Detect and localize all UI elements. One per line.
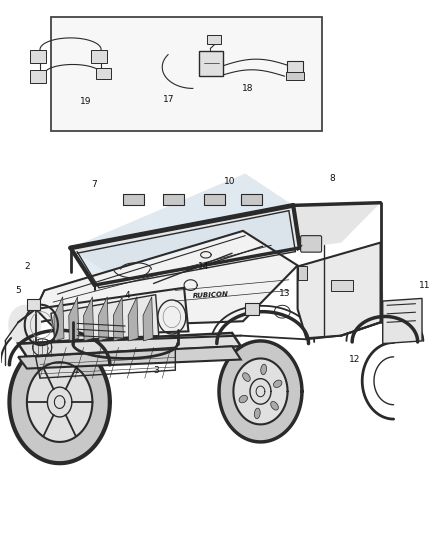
Polygon shape [143,297,153,341]
Text: 14: 14 [198,262,209,271]
Text: 5: 5 [15,286,21,295]
FancyBboxPatch shape [245,303,259,315]
FancyBboxPatch shape [199,51,223,76]
Text: 4: 4 [124,291,130,300]
Polygon shape [383,298,422,344]
Polygon shape [71,203,381,274]
Polygon shape [35,232,297,328]
FancyBboxPatch shape [207,35,221,44]
FancyBboxPatch shape [204,194,225,205]
Polygon shape [128,297,138,341]
Text: 8: 8 [330,174,336,183]
Polygon shape [10,341,110,463]
Text: 12: 12 [349,355,360,364]
FancyBboxPatch shape [27,299,40,310]
Polygon shape [18,333,241,357]
Text: 13: 13 [279,288,290,297]
Text: 11: 11 [418,280,430,289]
Ellipse shape [261,364,267,375]
FancyBboxPatch shape [30,70,46,83]
FancyBboxPatch shape [331,280,353,292]
FancyBboxPatch shape [162,194,184,205]
Text: 3: 3 [153,366,159,375]
Polygon shape [18,346,241,368]
Polygon shape [99,297,109,341]
Polygon shape [219,341,302,442]
FancyBboxPatch shape [51,17,321,131]
Text: 7: 7 [92,180,97,189]
FancyBboxPatch shape [91,50,107,63]
Polygon shape [27,362,92,442]
Polygon shape [8,305,41,345]
Polygon shape [54,297,64,341]
Ellipse shape [243,373,250,382]
Text: 18: 18 [242,84,253,93]
Text: 2: 2 [24,262,30,271]
Text: 10: 10 [224,177,236,186]
Text: 19: 19 [80,97,92,106]
Polygon shape [35,288,188,336]
Ellipse shape [273,380,282,387]
Polygon shape [35,231,297,328]
FancyBboxPatch shape [30,50,46,63]
FancyBboxPatch shape [286,72,304,80]
Text: 17: 17 [163,94,174,103]
FancyBboxPatch shape [241,194,262,205]
Ellipse shape [271,401,278,410]
Polygon shape [84,297,94,341]
Text: RUBICON: RUBICON [193,292,229,300]
FancyBboxPatch shape [298,266,307,280]
Ellipse shape [239,395,247,403]
FancyBboxPatch shape [96,68,111,79]
Text: 1: 1 [74,366,80,375]
Polygon shape [113,297,124,341]
Polygon shape [233,359,288,424]
Polygon shape [297,243,381,338]
Ellipse shape [254,408,260,419]
Polygon shape [297,243,385,341]
FancyBboxPatch shape [287,61,303,74]
Polygon shape [51,295,159,341]
Polygon shape [69,297,79,341]
FancyBboxPatch shape [300,236,321,252]
FancyBboxPatch shape [124,194,145,205]
Polygon shape [35,288,188,336]
Polygon shape [77,211,295,288]
Polygon shape [71,173,293,272]
